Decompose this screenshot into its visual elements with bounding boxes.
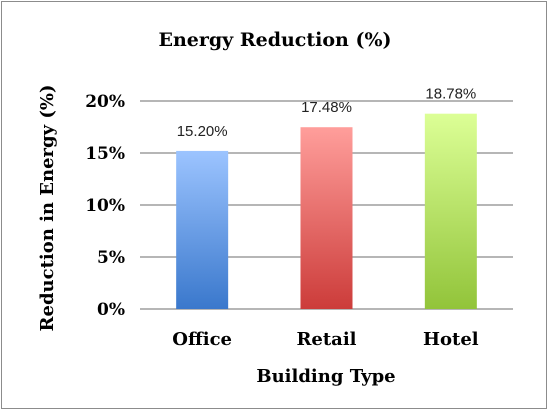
- x-tick-label-hotel: Hotel: [423, 329, 479, 350]
- bar-office: [176, 150, 229, 309]
- x-tick-label-retail: Retail: [296, 329, 356, 350]
- bar-hotel: [424, 113, 477, 309]
- data-label-office: 15.20%: [177, 123, 228, 140]
- x-tick-label-office: Office: [172, 329, 232, 350]
- labels: 0% 5% 10% 15% 20% 15.20% Office 17.48% Retail 18.…: [85, 86, 479, 350]
- chart-title: Energy Reduction (%): [158, 29, 391, 51]
- y-tick-label: 15%: [85, 144, 125, 164]
- bar-retail: [300, 127, 353, 309]
- data-label-hotel: 18.78%: [425, 86, 476, 103]
- y-tick-label: 10%: [85, 196, 125, 216]
- y-tick-label: 20%: [85, 92, 125, 112]
- y-tick-label: 5%: [97, 248, 125, 268]
- data-label-retail: 17.48%: [301, 99, 352, 116]
- x-axis-label: Building Type: [256, 366, 395, 387]
- bars: [176, 113, 477, 309]
- y-axis-label: Reduction in Energy (%): [37, 85, 58, 332]
- y-tick-label: 0%: [97, 300, 125, 320]
